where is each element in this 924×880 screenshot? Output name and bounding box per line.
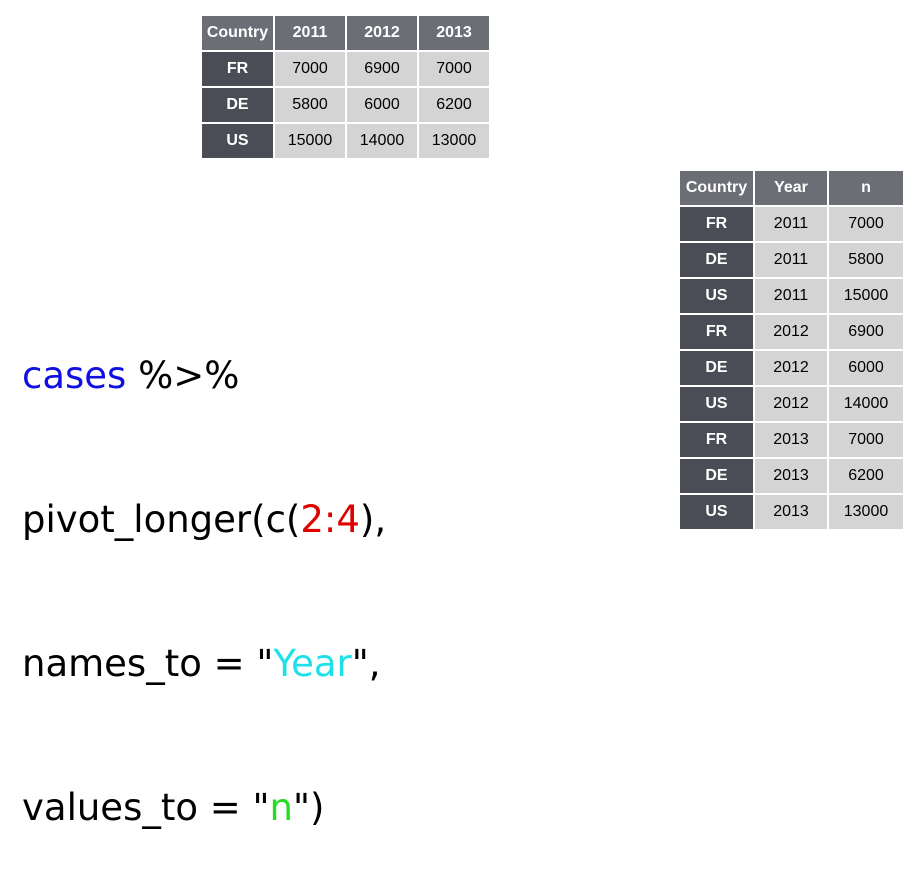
- table-cell: 7000: [829, 207, 903, 241]
- table-row: DE 2012 6000: [680, 351, 903, 385]
- table-row: DE 2013 6200: [680, 459, 903, 493]
- code-token: Year: [273, 642, 352, 685]
- code-token: "): [292, 786, 325, 829]
- table-cell: 2012: [755, 387, 827, 421]
- code-line-3: names_to = "Year",: [22, 640, 386, 688]
- table-cell: 13000: [419, 124, 489, 158]
- table-row: US 2013 13000: [680, 495, 903, 529]
- table-cell: 7000: [829, 423, 903, 457]
- wide-table-header-row: Country 2011 2012 2013: [202, 16, 489, 50]
- long-table-body: FR 2011 7000 DE 2011 5800 US 2011 15000 FR 2012 690…: [680, 207, 903, 529]
- code-block: cases %>% pivot_longer(c(2:4), names_to …: [22, 256, 386, 880]
- long-table-header-row: Country Year n: [680, 171, 903, 205]
- column-header: 2012: [347, 16, 417, 50]
- code-token: cases: [22, 354, 127, 397]
- code-token: ",: [351, 642, 381, 685]
- row-key-cell: US: [680, 279, 753, 313]
- code-token: n: [269, 786, 293, 829]
- table-cell: 6200: [419, 88, 489, 122]
- table-cell: 14000: [829, 387, 903, 421]
- table-row: FR 2013 7000: [680, 423, 903, 457]
- column-header: n: [829, 171, 903, 205]
- code-token: %>%: [126, 354, 240, 397]
- table-cell: 2011: [755, 243, 827, 277]
- row-key-cell: FR: [680, 315, 753, 349]
- column-header: Country: [680, 171, 753, 205]
- table-cell: 2013: [755, 423, 827, 457]
- table-row: FR 2012 6900: [680, 315, 903, 349]
- table-cell: 2013: [755, 459, 827, 493]
- table-row: US 2012 14000: [680, 387, 903, 421]
- table-row: FR 2011 7000: [680, 207, 903, 241]
- code-token: ),: [359, 498, 387, 541]
- table-cell: 6900: [347, 52, 417, 86]
- table-cell: 6200: [829, 459, 903, 493]
- code-token: values_to = ": [22, 786, 270, 829]
- code-line-2: pivot_longer(c(2:4),: [22, 496, 386, 544]
- row-key-cell: DE: [680, 459, 753, 493]
- row-key-cell: US: [680, 387, 753, 421]
- column-header: 2013: [419, 16, 489, 50]
- column-header: 2011: [275, 16, 345, 50]
- table-cell: 15000: [829, 279, 903, 313]
- code-token: names_to = ": [22, 642, 274, 685]
- row-key-cell: US: [680, 495, 753, 529]
- table-cell: 2013: [755, 495, 827, 529]
- table-cell: 7000: [419, 52, 489, 86]
- table-cell: 15000: [275, 124, 345, 158]
- table-cell: 5800: [275, 88, 345, 122]
- wide-table: Country 2011 2012 2013 FR 7000 6900 7000 DE 5800…: [200, 14, 491, 160]
- table-cell: 6900: [829, 315, 903, 349]
- column-header: Year: [755, 171, 827, 205]
- table-cell: 2012: [755, 351, 827, 385]
- code-line-4: values_to = "n"): [22, 784, 386, 832]
- table-cell: 6000: [829, 351, 903, 385]
- table-row: US 2011 15000: [680, 279, 903, 313]
- table-row: US 15000 14000 13000: [202, 124, 489, 158]
- row-key-cell: US: [202, 124, 273, 158]
- table-row: FR 7000 6900 7000: [202, 52, 489, 86]
- row-key-cell: DE: [680, 243, 753, 277]
- table-cell: 14000: [347, 124, 417, 158]
- table-row: DE 5800 6000 6200: [202, 88, 489, 122]
- column-header: Country: [202, 16, 273, 50]
- table-cell: 7000: [275, 52, 345, 86]
- table-row: DE 2011 5800: [680, 243, 903, 277]
- table-cell: 6000: [347, 88, 417, 122]
- row-key-cell: FR: [680, 207, 753, 241]
- row-key-cell: DE: [680, 351, 753, 385]
- code-line-1: cases %>%: [22, 352, 386, 400]
- table-cell: 2012: [755, 315, 827, 349]
- table-cell: 13000: [829, 495, 903, 529]
- wide-table-body: FR 7000 6900 7000 DE 5800 6000 6200 US 15000 14000…: [202, 52, 489, 158]
- row-key-cell: FR: [202, 52, 273, 86]
- code-token: 2:4: [300, 498, 360, 541]
- row-key-cell: FR: [680, 423, 753, 457]
- table-cell: 2011: [755, 207, 827, 241]
- row-key-cell: DE: [202, 88, 273, 122]
- long-table: Country Year n FR 2011 7000 DE 2011 5800 US 2011 1…: [678, 169, 905, 531]
- code-token: pivot_longer(c(: [22, 498, 301, 541]
- table-cell: 5800: [829, 243, 903, 277]
- table-cell: 2011: [755, 279, 827, 313]
